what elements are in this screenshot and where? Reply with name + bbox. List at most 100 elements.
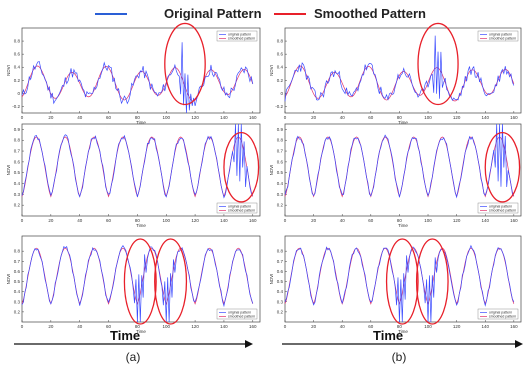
y-tick-label: 0.6 [14,52,21,57]
x-tick-label: 0 [21,324,24,329]
y-tick-label: 0.2 [277,309,284,314]
plot-frame [21,123,261,217]
x-tick-label: 120 [453,115,461,120]
x-tick-label: 160 [510,218,518,223]
y-tick-label: 0.5 [14,170,21,175]
x-tick-label: 100 [424,218,432,223]
x-tick-label: 120 [191,218,199,223]
time-arrow-right [282,340,523,348]
x-tick-label: 20 [311,218,317,223]
x-axis-label: Time [398,223,408,228]
x-tick-label: 120 [191,115,199,120]
x-tick-label: 100 [424,324,432,329]
x-tick-label: 100 [162,115,170,120]
x-tick-label: 160 [249,115,257,120]
chart-panel-b-bot: 0 20 40 60 80 100 120 140 160 0.2 0.3 0.4 0.5 0.6 0.7 0… [269,235,522,334]
x-tick-label: 60 [106,218,112,223]
x-tick-label: 20 [48,115,54,120]
chart-panel-b-mid: 0 20 40 60 80 100 120 140 160 0.2 0.3 0.4 0.5 0.6 0.7 0… [269,123,522,228]
x-tick-label: 160 [510,324,518,329]
highlight-ellipse [417,22,459,106]
mini-legend-label: smoothed pattern [228,209,255,213]
plot-frame [21,27,261,114]
y-axis-label: NDVI [269,65,274,76]
y-tick-label: 0.4 [277,289,284,294]
chart-panel-a-top: 0 20 40 60 80 100 120 140 160 -0.2 0 0.2 0.4 0.6 0.8 Ti… [6,22,261,125]
x-tick-label: 20 [48,218,54,223]
x-tick-label: 80 [135,115,141,120]
x-axis-label: Time [136,329,146,334]
plot-frame [284,123,522,217]
y-tick-label: 0.7 [14,149,21,154]
x-tick-label: 80 [135,218,141,223]
y-axis-label: NDVI [6,65,11,76]
mini-legend-label: original pattern [228,311,251,315]
y-tick-label: 0.4 [277,181,284,186]
x-tick-label: 160 [249,324,257,329]
x-tick-label: 0 [284,324,287,329]
chart-panel-a-mid: 0 20 40 60 80 100 120 140 160 0.2 0.3 0.4 0.5 0.6 0.7 0… [6,123,261,228]
legend-original-label: Original Pattern [164,6,262,21]
x-axis-label: Time [136,120,146,125]
x-axis-label: Time [398,120,408,125]
y-tick-label: 0.2 [14,203,21,208]
y-tick-label: 0.7 [277,149,284,154]
x-tick-label: 160 [249,218,257,223]
time-arrow-right-head [515,340,523,348]
x-tick-label: 140 [220,115,228,120]
y-tick-label: 0.4 [14,289,21,294]
y-tick-label: -0.2 [12,104,20,109]
y-tick-label: 0 [280,91,283,96]
mini-legend-label: smoothed pattern [489,37,516,41]
highlight-ellipse [164,22,206,106]
panels-group: 0 20 40 60 80 100 120 140 160 -0.2 0 0.2 0.4 0.6 0.8 Ti… [6,22,522,334]
mini-legend-box [216,202,258,214]
highlight-ellipse [415,238,449,325]
figure-legend: Original Pattern Smoothed Pattern [0,2,527,22]
y-tick-label: 0.3 [277,192,284,197]
y-tick-label: 0.4 [14,181,21,186]
highlight-ellipse [154,238,188,325]
y-tick-label: 0.3 [14,192,21,197]
time-label-right: Time [373,328,403,343]
y-tick-label: 0.5 [277,170,284,175]
x-axis-label: Time [136,223,146,228]
y-axis-label: NDVI [6,274,11,285]
x-tick-label: 20 [48,324,54,329]
mini-legend-label: smoothed pattern [489,209,516,213]
y-tick-label: 0.9 [14,127,21,132]
x-tick-label: 120 [453,324,461,329]
mini-legend-label: original pattern [228,33,251,37]
series-original-line [21,245,254,323]
legend-smoothed-label: Smoothed Pattern [314,6,426,21]
x-tick-label: 120 [453,218,461,223]
x-tick-label: 40 [77,324,83,329]
series-original-line [284,244,515,323]
y-axis-label: NDVI [269,165,274,176]
x-tick-label: 80 [397,324,403,329]
legend-original-swatch [95,13,127,15]
mini-legend-box [477,30,519,42]
x-tick-label: 80 [135,324,141,329]
x-axis-label: Time [398,329,408,334]
y-tick-label: 0.7 [14,259,21,264]
y-tick-label: 0.8 [277,39,284,44]
y-tick-label: 0.2 [14,78,21,83]
y-tick-label: 0 [17,91,20,96]
series-original-line [21,42,254,114]
x-tick-label: 0 [284,115,287,120]
sublabel-b: (b) [392,350,407,364]
y-tick-label: 0.6 [277,159,284,164]
x-tick-label: 20 [311,324,317,329]
series-smoothed-line [284,65,515,102]
highlight-ellipse [123,238,157,325]
y-tick-label: 0.6 [14,159,21,164]
time-arrow-left-head [245,340,253,348]
y-tick-label: 0.6 [277,52,284,57]
chart-panel-a-bot: 0 20 40 60 80 100 120 140 160 0.2 0.3 0.4 0.5 0.6 0.7 0… [6,235,261,334]
y-tick-label: 0.8 [277,138,284,143]
mini-legend-label: smoothed pattern [228,37,255,41]
x-tick-label: 40 [77,115,83,120]
y-tick-label: 0.7 [277,259,284,264]
y-tick-label: 0.3 [277,299,284,304]
